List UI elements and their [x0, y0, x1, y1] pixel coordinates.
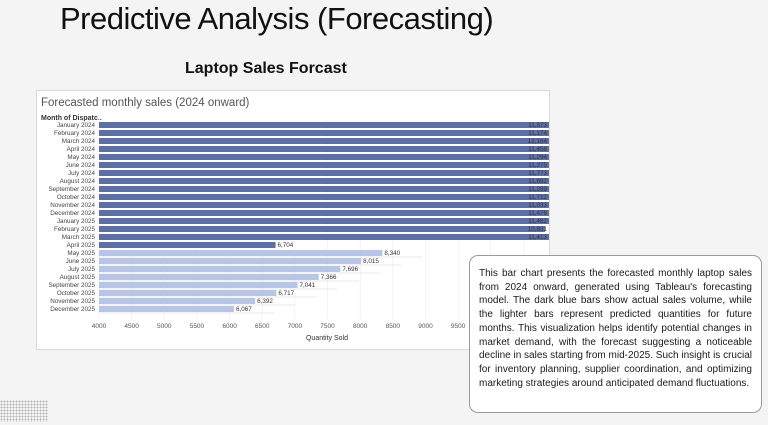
actual-bar: [99, 242, 276, 248]
y-tick-label: August 2025: [60, 274, 96, 281]
y-tick-label: March 2025: [62, 234, 96, 241]
y-tick-label: June 2025: [66, 258, 96, 265]
bar-value-label: 6,704: [278, 242, 294, 249]
page-title: Predictive Analysis (Forecasting): [60, 1, 494, 36]
forecast-bar: [99, 274, 319, 280]
actual-bar: [99, 178, 549, 184]
y-tick-label: December 2025: [50, 306, 95, 313]
bar-value-label: 11,458: [528, 146, 547, 153]
actual-bar: [99, 202, 549, 208]
x-tick-label: 9000: [418, 323, 433, 330]
actual-bar: [99, 138, 549, 144]
bar-value-label: 8,340: [384, 250, 400, 257]
bar-value-label: 12,164: [528, 138, 548, 145]
actual-bar: [99, 122, 549, 128]
bar-value-label: 7,366: [321, 274, 337, 281]
y-tick-label: November 2025: [50, 298, 95, 305]
x-tick-label: 9500: [451, 323, 466, 330]
forecast-bar: [99, 282, 298, 288]
forecast-bar: [99, 290, 277, 296]
bar-value-label: 6,717: [278, 290, 294, 297]
x-tick-label: 7500: [320, 323, 335, 330]
bar-value-label: 11,773: [528, 170, 547, 177]
y-tick-label: September 2024: [48, 186, 95, 193]
actual-bar: [99, 234, 549, 240]
x-tick-label: 6500: [255, 323, 270, 330]
bar-value-label: 11,692: [528, 178, 547, 185]
chart-panel: Forecasted monthly sales (2024 onward) M…: [36, 90, 550, 350]
bar-value-label: 11,476: [528, 210, 547, 217]
decorative-dots: [0, 400, 48, 422]
y-tick-label: May 2025: [67, 250, 95, 257]
actual-bar: [99, 162, 549, 168]
forecast-bar: [99, 266, 341, 272]
actual-bar: [99, 226, 546, 232]
actual-bar: [99, 154, 549, 160]
bar-value-label: 7,696: [342, 266, 358, 273]
y-tick-label: May 2024: [67, 154, 95, 161]
actual-bar: [99, 194, 549, 200]
forecast-bar: [99, 250, 383, 256]
y-tick-label: December 2024: [50, 210, 95, 217]
x-tick-label: 5000: [157, 323, 172, 330]
actual-bar: [99, 186, 549, 192]
actual-bar: [99, 146, 549, 152]
y-tick-label: April 2024: [67, 146, 96, 153]
actual-bar: [99, 218, 549, 224]
bar-value-label: 11,712: [528, 194, 547, 201]
bar-value-label: 11,294: [528, 154, 547, 161]
x-axis-label: Quantity Sold: [306, 335, 348, 342]
forecast-bar: [99, 306, 234, 312]
x-tick-label: 6000: [222, 323, 237, 330]
bar-value-label: 11,275: [528, 162, 547, 169]
bar-chart: Forecasted monthly sales (2024 onward) M…: [41, 97, 549, 342]
y-tick-label: January 2024: [57, 122, 96, 129]
y-tick-label: February 2024: [54, 130, 95, 137]
bar-value-label: 7,041: [300, 282, 316, 289]
bar-value-label: 11,413: [528, 234, 547, 241]
y-tick-label: July 2024: [68, 170, 95, 177]
y-axis-label: Month of Dispatc..: [41, 115, 102, 122]
bar-value-label: 11,482: [528, 218, 547, 225]
bar-value-label: 8,015: [363, 258, 379, 265]
x-tick-label: 4000: [92, 323, 107, 330]
x-tick-label: 8000: [353, 323, 368, 330]
x-tick-label: 5500: [190, 323, 205, 330]
forecast-bar: [99, 258, 362, 264]
actual-bar: [99, 170, 549, 176]
chart-subtitle: Laptop Sales Forcast: [185, 60, 347, 77]
bar-value-label: 11,573: [528, 122, 547, 129]
y-tick-label: July 2025: [68, 266, 95, 273]
actual-bar: [99, 130, 549, 136]
y-tick-label: April 2025: [67, 242, 96, 249]
y-tick-label: March 2024: [62, 138, 96, 145]
y-tick-label: October 2024: [57, 194, 96, 201]
y-tick-label: September 2025: [48, 282, 95, 289]
chart-title: Forecasted monthly sales (2024 onward): [41, 97, 250, 109]
x-tick-label: 7000: [288, 323, 303, 330]
bar-value-label: 11,033: [528, 202, 547, 209]
bar-value-label: 11,174: [528, 130, 547, 137]
y-tick-label: February 2025: [54, 226, 95, 233]
x-tick-label: 8500: [386, 323, 401, 330]
x-tick-label: 4500: [124, 323, 139, 330]
bar-value-label: 6,392: [257, 298, 273, 305]
y-tick-label: October 2025: [57, 290, 96, 297]
y-tick-label: June 2024: [66, 162, 96, 169]
y-tick-label: August 2024: [60, 178, 96, 185]
bar-value-label: 6,067: [236, 306, 252, 313]
bar-value-label: 10,831: [528, 226, 548, 233]
description-box: This bar chart presents the forecasted m…: [469, 255, 762, 413]
actual-bar: [99, 210, 549, 216]
bar-value-label: 11,289: [528, 186, 547, 193]
y-tick-label: November 2024: [50, 202, 95, 209]
forecast-bar: [99, 298, 256, 304]
y-tick-label: January 2025: [57, 218, 96, 225]
